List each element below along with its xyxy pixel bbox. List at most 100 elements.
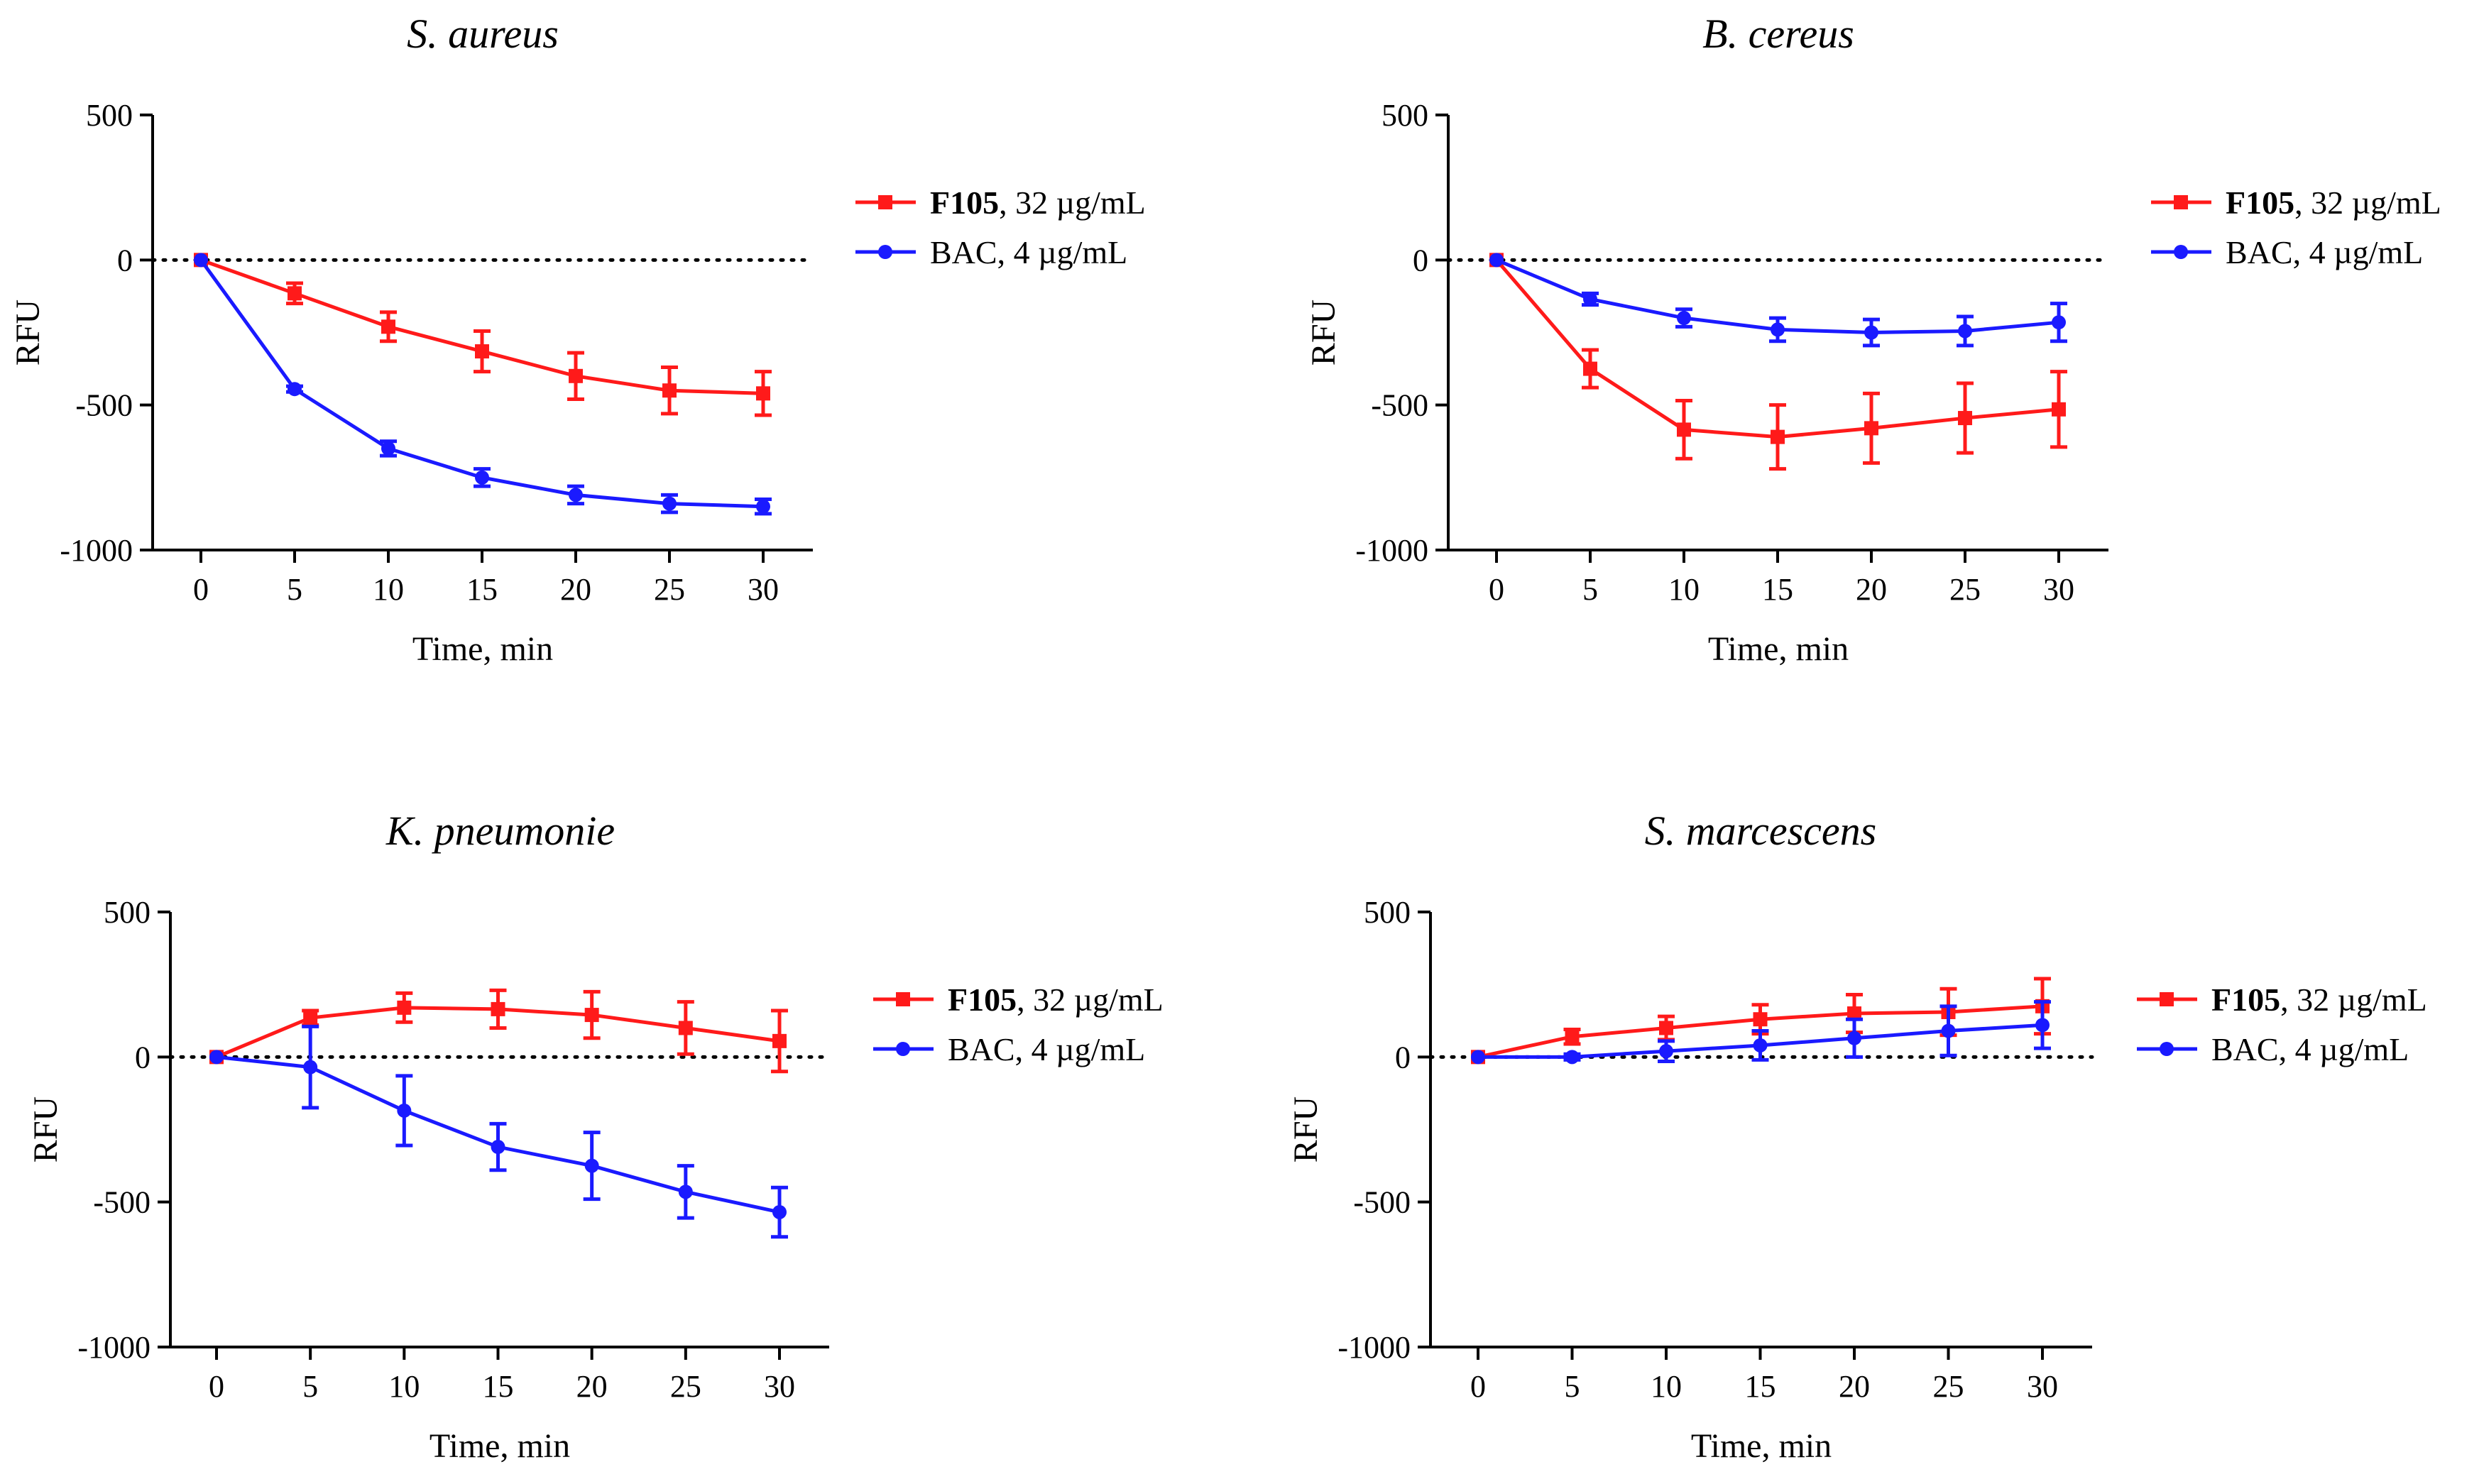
y-tick-label: -1000 [1355, 533, 1428, 568]
legend-series-name: F105 [2226, 185, 2294, 221]
data-point [678, 1185, 693, 1199]
data-point [1753, 1038, 1768, 1052]
data-point [2052, 315, 2066, 330]
legend-series-name: F105 [930, 185, 999, 221]
x-tick-label: 20 [576, 1369, 608, 1404]
data-point [2035, 1018, 2050, 1033]
x-tick-label: 25 [670, 1369, 701, 1404]
data-point [1958, 324, 1972, 339]
legend-series-concentration: , 4 µg/mL [1015, 1031, 1146, 1067]
x-tick-label: 0 [209, 1369, 224, 1404]
legend-marker [878, 245, 892, 259]
y-tick-label: 0 [1413, 243, 1428, 277]
x-tick-label: 25 [1933, 1369, 1964, 1404]
chart-title: S. aureus [407, 11, 559, 57]
data-point [569, 488, 583, 502]
x-axis-label: Time, min [412, 630, 553, 668]
series-bac [1489, 253, 2067, 348]
data-point [288, 286, 302, 301]
data-point [1565, 1029, 1580, 1044]
data-point [756, 499, 770, 514]
legend-series-name: BAC [948, 1031, 1015, 1067]
y-axis-label: RFU [9, 299, 47, 365]
y-axis-label: RFU [27, 1096, 65, 1163]
chart-panel-3: K. pneumonie 500 0 -500 -1000 0 5 10 15 20 25 30 Tim… [27, 808, 1164, 1465]
x-tick-label: 30 [748, 572, 779, 607]
y-tick-label: -500 [75, 388, 133, 423]
legend-item-f105: F105, 32 µg/mL [855, 185, 1146, 221]
y-axis-label: RFU [1305, 299, 1342, 365]
legend-marker [2174, 195, 2188, 209]
x-tick-label: 15 [1762, 572, 1793, 607]
x-axis-label: Time, min [429, 1427, 570, 1465]
data-point [772, 1204, 787, 1219]
x-tick-label: 20 [1839, 1369, 1870, 1404]
legend-series-name: BAC [2226, 234, 2293, 270]
legend-item-bac: BAC, 4 µg/mL [873, 1031, 1145, 1067]
data-point [569, 368, 583, 383]
data-point [1489, 253, 1504, 268]
data-point [1659, 1044, 1673, 1059]
x-tick-label: 5 [287, 572, 302, 607]
x-tick-label: 10 [373, 572, 404, 607]
legend-marker [896, 1042, 910, 1056]
data-point [1659, 1021, 1673, 1035]
data-point [1565, 1050, 1580, 1065]
legend-label: BAC, 4 µg/mL [2226, 234, 2423, 270]
y-tick-label: 0 [1395, 1040, 1411, 1074]
x-axis-label: Time, min [1691, 1427, 1832, 1465]
data-point [1471, 1050, 1485, 1065]
x-tick-label: 10 [1651, 1369, 1682, 1404]
data-point [2052, 402, 2066, 417]
data-point [303, 1011, 318, 1026]
data-point [1941, 1023, 1956, 1038]
legend-item-f105: F105, 32 µg/mL [873, 982, 1164, 1018]
legend-label: BAC, 4 µg/mL [2211, 1031, 2409, 1067]
x-tick-label: 25 [654, 572, 685, 607]
data-point [662, 383, 677, 398]
x-tick-label: 0 [193, 572, 209, 607]
data-point [194, 253, 208, 268]
legend-series-concentration: , 4 µg/mL [2279, 1031, 2409, 1067]
legend-label: F105, 32 µg/mL [948, 982, 1164, 1018]
y-tick-label: -500 [1353, 1185, 1411, 1220]
y-tick-label: 500 [1364, 895, 1411, 930]
data-point [491, 1140, 505, 1155]
legend-series-name: BAC [930, 234, 997, 270]
y-tick-label: -1000 [77, 1330, 151, 1365]
x-tick-label: 0 [1470, 1369, 1486, 1404]
legend-marker [878, 195, 892, 209]
data-point [475, 470, 489, 485]
legend-marker [2174, 245, 2188, 259]
series-bac [1471, 1000, 2051, 1065]
x-tick-label: 20 [1856, 572, 1887, 607]
y-tick-label: 500 [1381, 98, 1428, 133]
y-tick-label: -500 [93, 1185, 151, 1220]
data-point [381, 319, 395, 334]
legend-item-bac: BAC, 4 µg/mL [855, 234, 1127, 270]
data-point [303, 1060, 318, 1074]
chart-panel-2: B. cereus 500 0 -500 -1000 0 5 10 15 20 25 30 Time, … [1305, 11, 2441, 668]
y-tick-label: -1000 [1337, 1330, 1411, 1365]
x-tick-label: 30 [764, 1369, 795, 1404]
y-axis-label: RFU [1287, 1096, 1325, 1163]
data-point [1677, 422, 1691, 437]
legend-marker [2160, 1042, 2174, 1056]
series-f105 [209, 988, 788, 1074]
x-tick-label: 15 [466, 572, 498, 607]
legend-item-bac: BAC, 4 µg/mL [2151, 234, 2423, 270]
data-point [1677, 311, 1691, 326]
x-tick-label: 25 [1949, 572, 1981, 607]
y-tick-label: 0 [135, 1040, 151, 1074]
legend-series-concentration: , 4 µg/mL [2293, 234, 2424, 270]
data-point [772, 1033, 787, 1048]
chart-title: K. pneumonie [385, 808, 615, 854]
data-point [584, 1158, 599, 1173]
x-tick-label: 10 [1668, 572, 1700, 607]
legend-series-concentration: , 32 µg/mL [2280, 982, 2427, 1018]
data-point [1771, 322, 1785, 337]
x-tick-label: 30 [2027, 1369, 2058, 1404]
series-bac [209, 1024, 788, 1239]
data-point [397, 1000, 412, 1015]
data-point [288, 382, 302, 397]
